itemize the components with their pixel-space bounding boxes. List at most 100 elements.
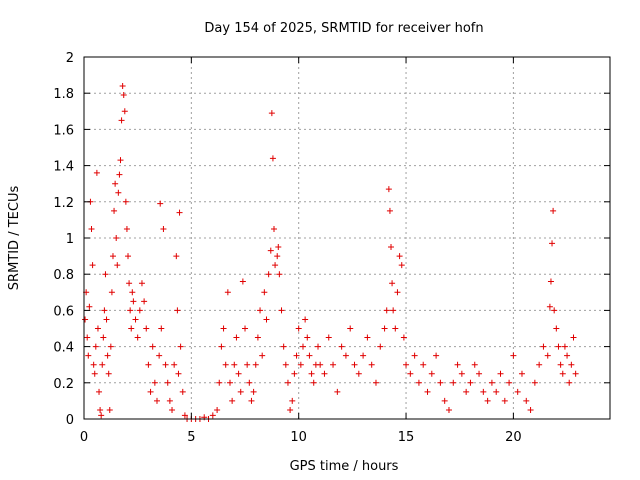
data-point <box>113 235 120 241</box>
data-point <box>85 352 92 359</box>
data-point <box>121 108 128 115</box>
data-point <box>553 325 560 332</box>
data-point <box>287 406 294 413</box>
data-point <box>132 316 139 323</box>
data-point <box>317 361 324 368</box>
data-point <box>493 388 500 395</box>
data-point <box>257 307 264 314</box>
data-point <box>368 361 375 368</box>
data-point <box>145 361 152 368</box>
data-point <box>156 352 163 359</box>
data-point <box>441 397 448 404</box>
data-point <box>398 262 405 269</box>
y-axis-label: SRMTID / TECUs <box>7 186 22 291</box>
data-point <box>334 388 341 395</box>
data-point <box>231 361 238 368</box>
data-point <box>174 307 181 314</box>
data-point <box>547 278 554 285</box>
data-point <box>123 225 130 232</box>
y-axis: 0 0.2 0.4 0.6 0.8 1 1.2 1.4 1.6 1.8 2 <box>53 51 610 428</box>
data-point <box>166 397 173 404</box>
data-point <box>559 370 566 377</box>
data-point <box>400 334 407 341</box>
data-point <box>364 334 371 341</box>
y-tick-label: 0.6 <box>53 304 74 319</box>
data-point <box>321 370 328 377</box>
data-point <box>289 397 296 404</box>
data-point <box>396 253 403 260</box>
data-point <box>411 352 418 359</box>
data-point <box>325 334 332 341</box>
y-tick-label: 0.8 <box>53 268 74 283</box>
data-point <box>222 361 229 368</box>
data-point <box>269 155 276 162</box>
data-point <box>111 207 118 214</box>
data-point <box>377 343 384 350</box>
data-point <box>381 325 388 332</box>
data-point <box>531 379 538 386</box>
data-point <box>428 370 435 377</box>
data-point <box>115 189 122 196</box>
data-point <box>214 406 221 413</box>
grid-lines <box>84 57 610 419</box>
data-point <box>109 253 116 260</box>
data-point <box>275 244 282 251</box>
data-point <box>394 289 401 296</box>
data-point <box>280 343 287 350</box>
data-point <box>259 352 266 359</box>
data-point <box>250 388 257 395</box>
data-point <box>546 303 553 310</box>
data-point <box>497 370 504 377</box>
data-point <box>106 406 113 413</box>
data-point <box>177 343 184 350</box>
data-point <box>272 262 279 269</box>
data-point <box>114 262 121 269</box>
data-point <box>164 379 171 386</box>
data-point <box>480 388 487 395</box>
data-point <box>181 412 188 419</box>
data-point <box>389 280 396 287</box>
data-point <box>476 370 483 377</box>
data-point <box>239 278 246 285</box>
data-point <box>254 334 261 341</box>
data-point <box>282 361 289 368</box>
data-point <box>224 289 231 296</box>
data-point <box>510 352 517 359</box>
x-tick-label: 10 <box>290 430 307 445</box>
y-tick-label: 1.8 <box>53 87 74 102</box>
data-point <box>105 370 112 377</box>
data-point <box>100 334 107 341</box>
data-point <box>310 379 317 386</box>
data-point <box>527 406 534 413</box>
data-point <box>126 280 133 287</box>
data-point <box>94 325 101 332</box>
data-point <box>171 361 178 368</box>
x-axis-label: GPS time / hours <box>290 459 399 474</box>
data-point <box>263 316 270 323</box>
data-point <box>252 361 259 368</box>
data-point <box>557 361 564 368</box>
data-point <box>302 316 309 323</box>
data-point <box>119 82 126 89</box>
data-point <box>351 361 358 368</box>
data-point <box>220 325 227 332</box>
data-point <box>235 370 242 377</box>
data-point <box>147 388 154 395</box>
data-point <box>437 379 444 386</box>
y-tick-label: 1 <box>66 232 74 247</box>
data-point <box>128 325 135 332</box>
data-point <box>488 379 495 386</box>
data-point <box>551 307 558 314</box>
data-point <box>433 352 440 359</box>
data-point <box>568 361 575 368</box>
data-point <box>179 388 186 395</box>
data-point <box>555 343 562 350</box>
data-point <box>134 334 141 341</box>
data-point <box>315 343 322 350</box>
data-point <box>561 343 568 350</box>
data-point <box>306 352 313 359</box>
data-point <box>424 388 431 395</box>
x-axis: 0 5 10 15 20 <box>80 57 522 445</box>
data-point <box>120 92 127 99</box>
